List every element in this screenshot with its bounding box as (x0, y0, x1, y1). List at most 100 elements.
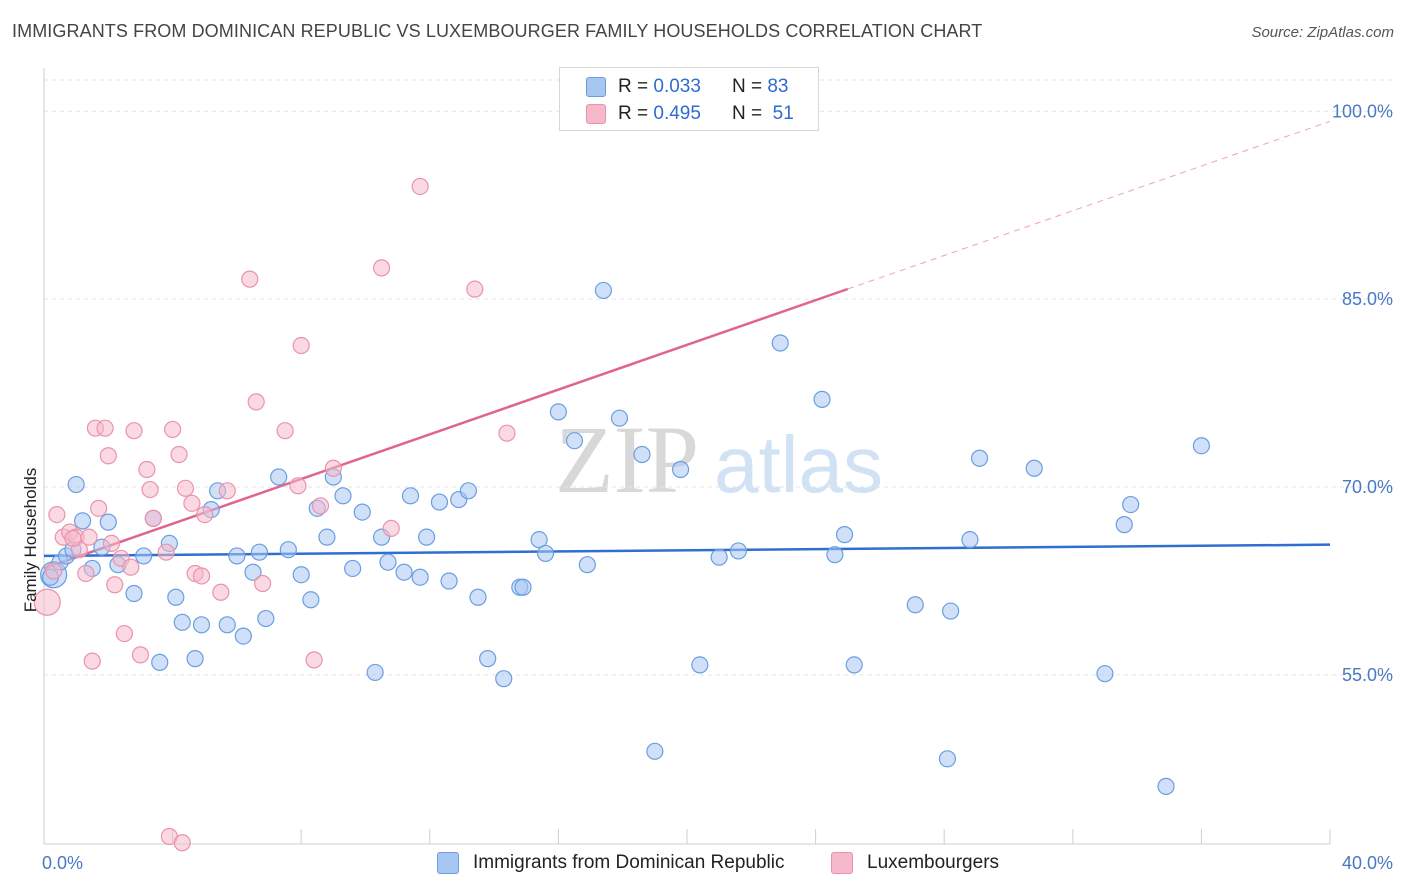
data-point-blue (459, 482, 477, 500)
data-point-blue (379, 553, 397, 571)
data-point-pink (144, 509, 162, 527)
data-point-blue (302, 591, 320, 609)
data-point-blue (257, 609, 275, 628)
data-point-blue (578, 556, 596, 574)
watermark-atlas: atlas (714, 420, 883, 509)
data-point-blue (906, 596, 924, 614)
data-point-blue (67, 475, 85, 494)
data-point-pink (292, 336, 310, 355)
bottom-legend-swatch-blue (437, 852, 459, 874)
data-point-blue (353, 503, 371, 521)
x-tick-label: 40.0% (1342, 853, 1393, 873)
data-point-blue (344, 559, 362, 578)
data-point-blue (938, 750, 957, 768)
source-credit: Source: ZipAtlas.com (1251, 24, 1394, 41)
data-point-blue (417, 528, 436, 546)
data-point-blue (318, 528, 336, 546)
trend-line-pink (43, 287, 849, 570)
data-point-pink (64, 529, 82, 548)
data-point-blue (1122, 495, 1140, 514)
data-point-pink (99, 447, 117, 465)
data-point-blue (671, 460, 690, 479)
data-point-blue (218, 616, 236, 634)
data-point-blue (479, 650, 497, 668)
legend-n-value: 51 (772, 103, 794, 124)
legend-r-label: R = (618, 103, 649, 124)
data-point-pink (498, 424, 516, 442)
data-point-pink (106, 576, 124, 594)
legend-n-label: N = (731, 76, 763, 97)
data-point-blue (440, 572, 458, 590)
data-point-blue (250, 543, 269, 561)
data-point-pink (102, 534, 121, 553)
data-point-blue (173, 613, 191, 631)
legend-n-label: N = (731, 103, 763, 124)
data-point-pink (164, 420, 182, 439)
legend-box: R = 0.033 N = 83 R = 0.495 N = 51 (559, 67, 819, 131)
legend-swatch-pink (586, 104, 606, 124)
data-point-blue (411, 568, 429, 586)
data-point-blue (228, 547, 246, 565)
data-point-pink (157, 543, 175, 561)
data-point-blue (366, 663, 384, 682)
data-point-pink (372, 259, 391, 277)
legend-r-value: 0.495 (653, 103, 701, 124)
data-point-blue (961, 531, 979, 549)
legend-row-pink: R = 0.495 N = 51 (586, 101, 794, 127)
data-point-pink (192, 567, 211, 585)
legend-row-blue: R = 0.033 N = 83 (586, 74, 788, 100)
bottom-legend-swatch-pink (831, 852, 853, 874)
data-point-pink (125, 422, 143, 440)
data-point-blue (151, 653, 169, 671)
data-point-blue (73, 512, 92, 530)
data-point-blue (633, 445, 651, 464)
data-point-pink (218, 482, 236, 500)
data-point-pink (183, 494, 201, 512)
data-point-pink (254, 574, 272, 593)
data-point-blue (1157, 777, 1175, 795)
data-point-blue (430, 493, 449, 511)
data-point-pink (247, 393, 265, 411)
data-point-blue (729, 542, 748, 560)
legend-r-label: R = (618, 76, 649, 97)
data-point-blue (125, 584, 143, 603)
data-point-blue (1115, 516, 1133, 534)
data-point-pink (48, 506, 66, 524)
data-point-blue (334, 487, 352, 505)
legend-swatch-blue (586, 77, 606, 97)
y-tick-label: 100.0% (1332, 101, 1393, 121)
data-point-blue (771, 334, 789, 352)
data-point-blue (292, 566, 310, 584)
data-point-blue (826, 546, 844, 564)
data-point-pink (241, 270, 259, 288)
data-point-pink (80, 528, 98, 546)
data-point-pink (122, 558, 140, 576)
data-point-blue (1025, 459, 1043, 477)
data-point-pink (311, 497, 330, 515)
data-point-pink (90, 499, 108, 517)
data-point-blue (594, 281, 613, 300)
y-tick-label: 70.0% (1342, 477, 1393, 497)
data-point-blue (565, 432, 584, 450)
data-point-pink (382, 519, 400, 537)
y-tick-label: 85.0% (1342, 289, 1393, 309)
data-point-pink (212, 583, 230, 601)
data-point-blue (514, 578, 532, 596)
data-point-pink (141, 480, 159, 499)
data-point-blue (1192, 437, 1211, 455)
x-tick-label: 0.0% (42, 853, 83, 873)
data-point-blue (401, 487, 420, 505)
data-point-blue (234, 627, 252, 645)
data-point-pink (33, 588, 61, 616)
data-point-pink (115, 624, 133, 643)
y-axis-label: Family Households (21, 468, 40, 613)
data-point-blue (99, 513, 117, 531)
data-point-pink (305, 651, 323, 669)
data-point-blue (395, 563, 413, 581)
data-point-blue (610, 409, 629, 427)
data-point-blue (536, 544, 555, 563)
watermark-zip: ZIP (555, 406, 699, 513)
bottom-legend-series2: Luxembourgers (831, 852, 999, 874)
bottom-legend-series1: Immigrants from Dominican Republic (437, 852, 785, 874)
